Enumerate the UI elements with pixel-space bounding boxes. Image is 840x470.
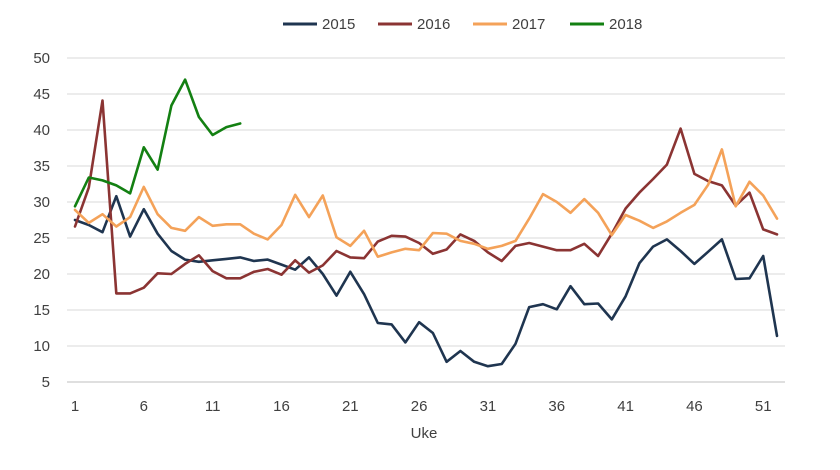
legend: 2015 2016 2017 2018	[283, 16, 642, 33]
x-tick-label: 26	[411, 398, 428, 415]
x-tick-label: 41	[617, 398, 634, 415]
gridlines	[67, 57, 785, 383]
y-tick-label: 30	[33, 194, 50, 211]
legend-label: 2017	[512, 16, 545, 33]
legend-item-2017: 2017	[473, 16, 545, 33]
legend-item-2018: 2018	[570, 16, 642, 33]
series-line-2016	[73, 99, 779, 295]
series-lines	[73, 78, 779, 368]
x-tick-label: 16	[273, 398, 290, 415]
x-tick-label: 21	[342, 398, 359, 415]
y-tick-label: 10	[33, 338, 50, 355]
y-tick-label: 25	[33, 230, 50, 247]
x-tick-label: 51	[755, 398, 772, 415]
y-tick-label: 20	[33, 266, 50, 283]
legend-item-2016: 2016	[378, 16, 450, 33]
x-tick-label: 6	[140, 398, 148, 415]
legend-label: 2015	[322, 16, 355, 33]
y-tick-label: 5	[42, 374, 50, 391]
legend-label: 2018	[609, 16, 642, 33]
y-tick-label: 35	[33, 158, 50, 175]
y-tick-label: 15	[33, 302, 50, 319]
series-line-2017	[73, 148, 779, 259]
x-tick-label: 31	[480, 398, 497, 415]
x-tick-label: 36	[548, 398, 565, 415]
x-tick-label: 46	[686, 398, 703, 415]
legend-item-2015: 2015	[283, 16, 355, 33]
x-tick-label: 1	[71, 398, 79, 415]
series-line-2015	[73, 194, 779, 368]
x-axis-ticks: 1 6 11 16 21 26 31 36 41 46 51	[71, 398, 772, 415]
y-tick-label: 40	[33, 122, 50, 139]
x-axis-title: Uke	[411, 425, 438, 442]
x-tick-label: 11	[205, 398, 221, 415]
y-tick-label: 50	[33, 50, 50, 67]
y-tick-label: 45	[33, 86, 50, 103]
legend-label: 2016	[417, 16, 450, 33]
y-axis-ticks: 5 10 15 20 25 30 35 40 45 50	[33, 50, 50, 391]
series-line-2018	[73, 78, 242, 208]
